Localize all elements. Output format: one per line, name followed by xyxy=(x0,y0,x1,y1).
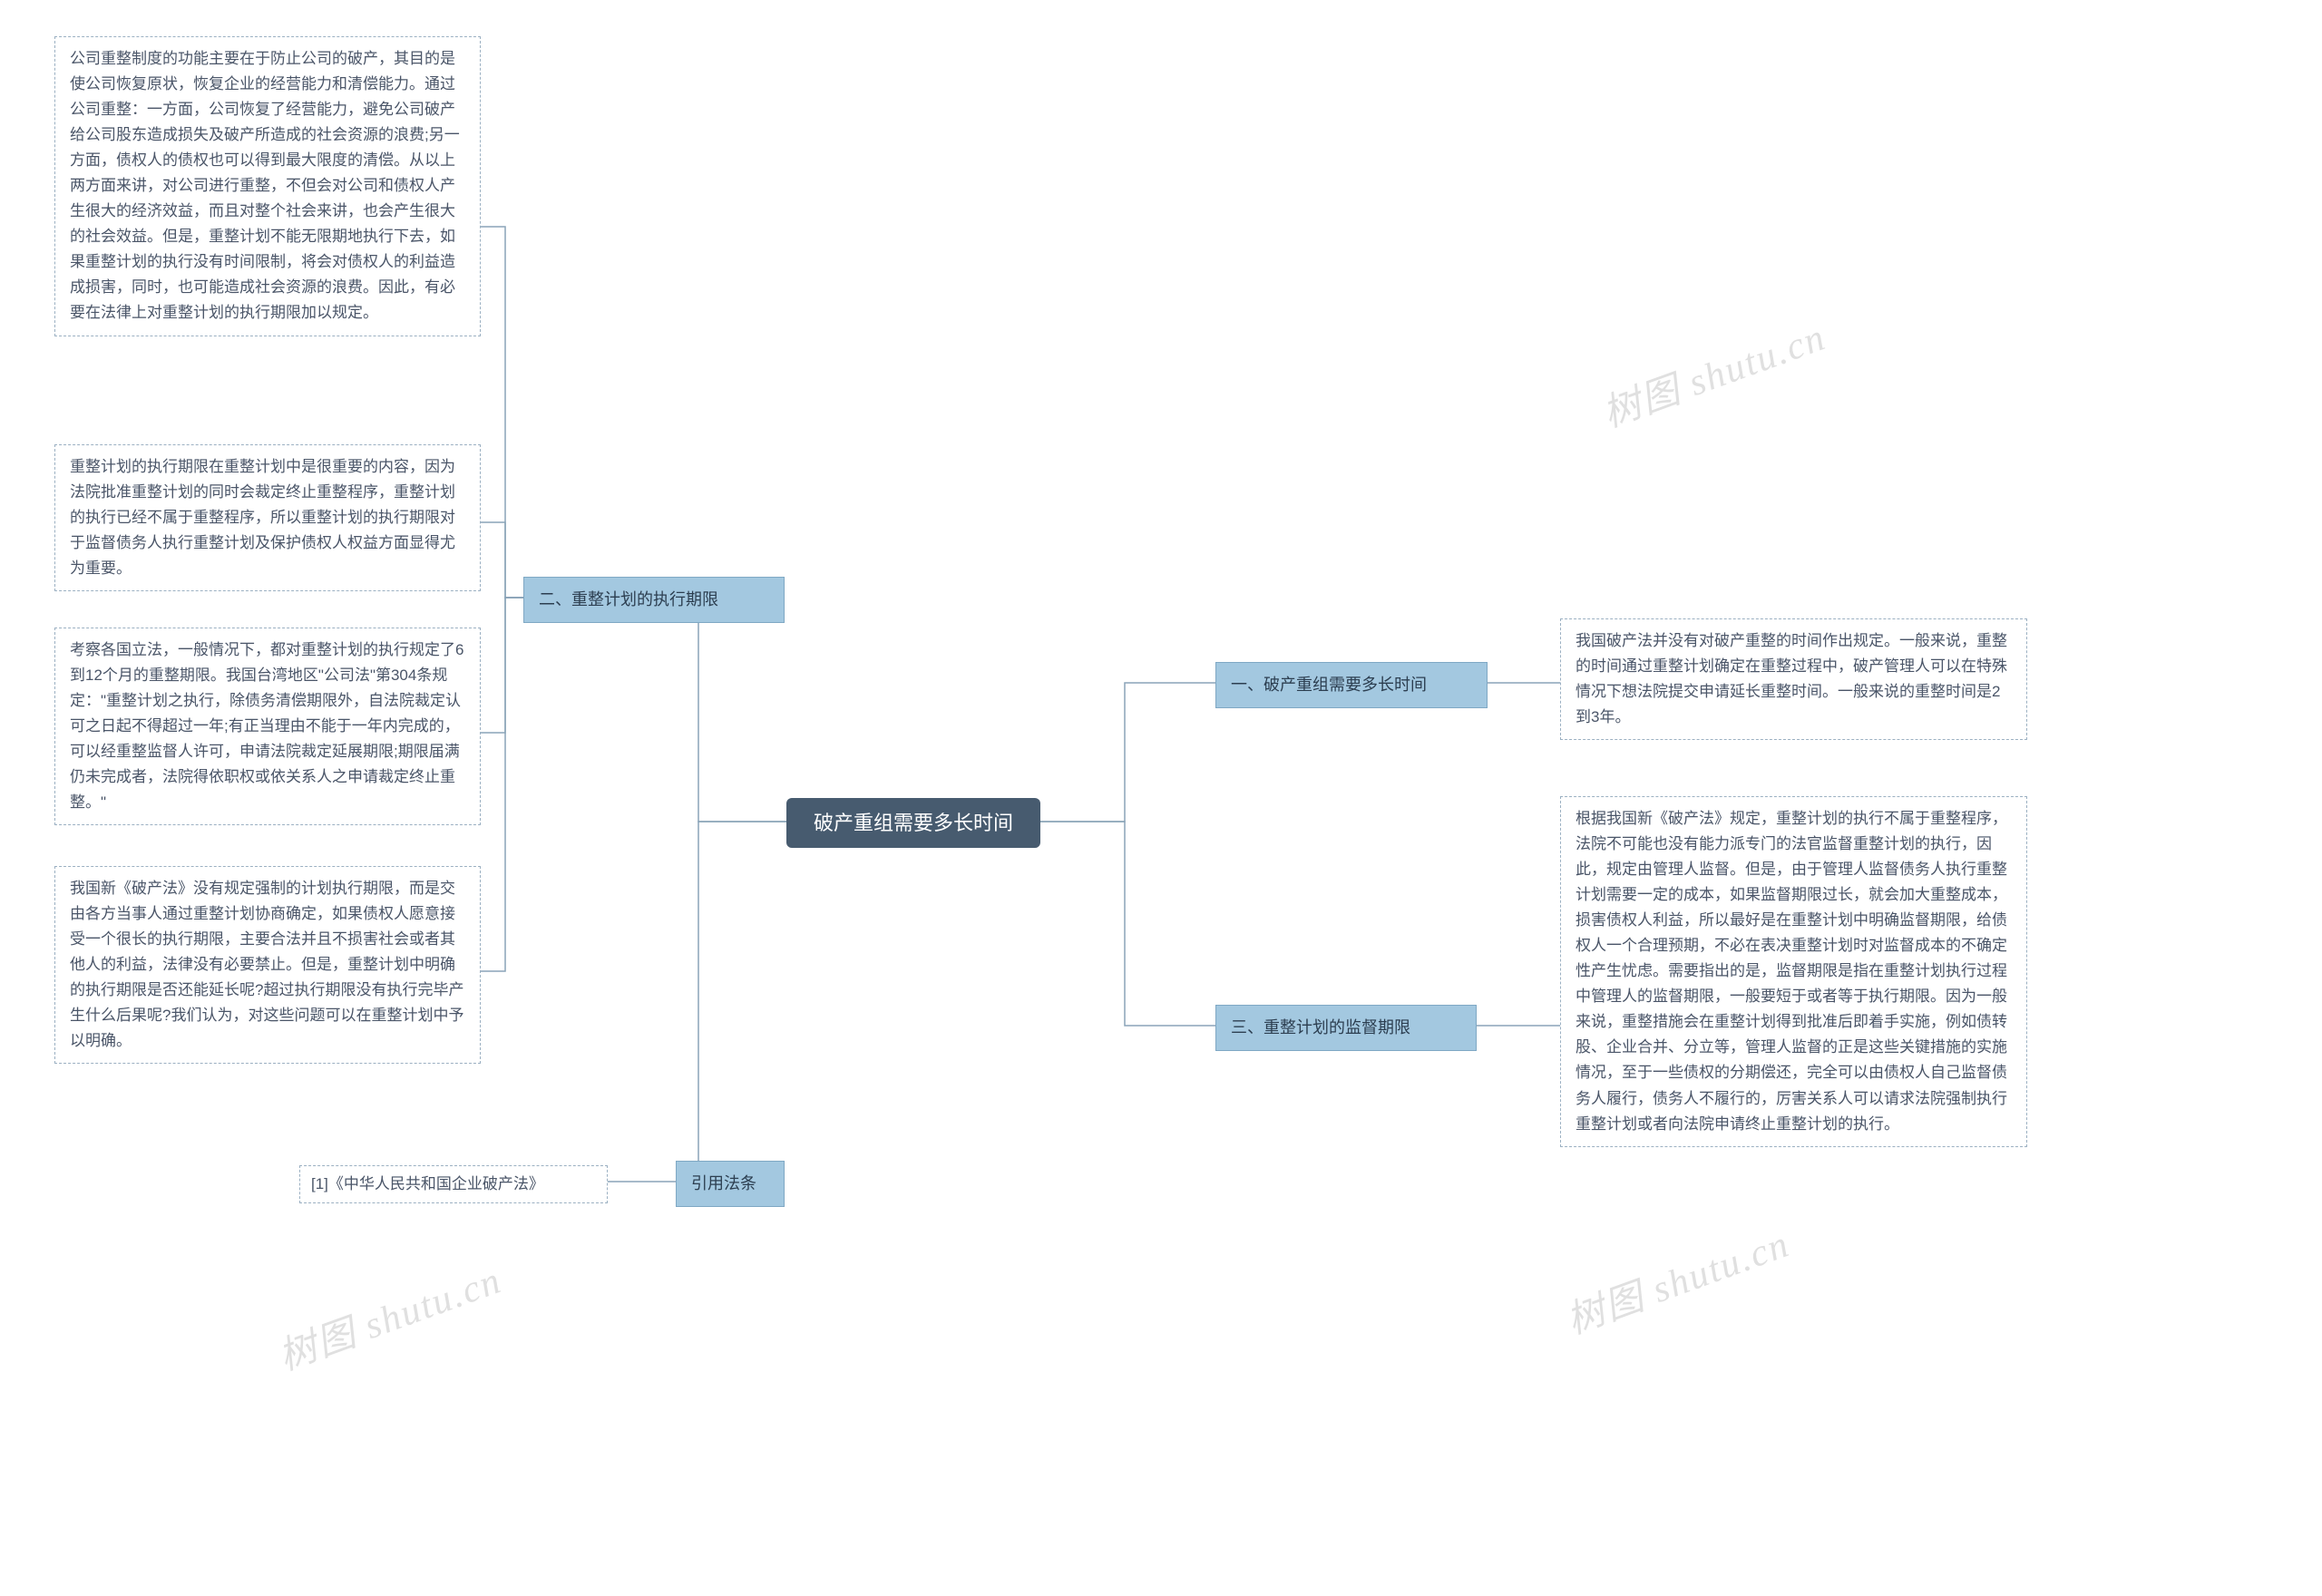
leaf-b1l1: 我国破产法并没有对破产重整的时间作出规定。一般来说，重整的时间通过重整计划确定在… xyxy=(1560,618,2027,740)
leaf-b3l1-text: 根据我国新《破产法》规定，重整计划的执行不属于重整程序，法院不可能也没有能力派专… xyxy=(1576,810,2007,1133)
branch-3: 三、重整计划的监督期限 xyxy=(1215,1005,1477,1051)
watermark: 树图 shutu.cn xyxy=(1594,307,1832,438)
leaf-b2l1: 公司重整制度的功能主要在于防止公司的破产，其目的是使公司恢复原状，恢复企业的经营… xyxy=(54,36,481,336)
watermark: 树图 shutu.cn xyxy=(1557,1213,1796,1345)
watermark: 树图 shutu.cn xyxy=(269,1250,508,1381)
leaf-b2l3-text: 考察各国立法，一般情况下，都对重整计划的执行规定了6到12个月的重整期限。我国台… xyxy=(70,641,463,811)
branch-ref-label: 引用法条 xyxy=(691,1174,756,1192)
leaf-b2l1-text: 公司重整制度的功能主要在于防止公司的破产，其目的是使公司恢复原状，恢复企业的经营… xyxy=(70,50,460,321)
root-label: 破产重组需要多长时间 xyxy=(814,812,1013,834)
leaf-ref: [1]《中华人民共和国企业破产法》 xyxy=(299,1165,608,1203)
branch-2: 二、重整计划的执行期限 xyxy=(523,577,785,623)
leaf-b3l1: 根据我国新《破产法》规定，重整计划的执行不属于重整程序，法院不可能也没有能力派专… xyxy=(1560,796,2027,1147)
leaf-b2l2: 重整计划的执行期限在重整计划中是很重要的内容，因为法院批准重整计划的同时会裁定终… xyxy=(54,444,481,591)
branch-3-label: 三、重整计划的监督期限 xyxy=(1231,1018,1410,1036)
leaf-b2l4: 我国新《破产法》没有规定强制的计划执行期限，而是交由各方当事人通过重整计划协商确… xyxy=(54,866,481,1064)
root-node: 破产重组需要多长时间 xyxy=(786,798,1040,848)
leaf-b1l1-text: 我国破产法并没有对破产重整的时间作出规定。一般来说，重整的时间通过重整计划确定在… xyxy=(1576,632,2007,725)
branch-2-label: 二、重整计划的执行期限 xyxy=(539,590,718,608)
branch-ref: 引用法条 xyxy=(676,1161,785,1207)
leaf-b2l4-text: 我国新《破产法》没有规定强制的计划执行期限，而是交由各方当事人通过重整计划协商确… xyxy=(70,880,463,1049)
branch-1-label: 一、破产重组需要多长时间 xyxy=(1231,676,1427,694)
leaf-b2l3: 考察各国立法，一般情况下，都对重整计划的执行规定了6到12个月的重整期限。我国台… xyxy=(54,628,481,825)
leaf-b2l2-text: 重整计划的执行期限在重整计划中是很重要的内容，因为法院批准重整计划的同时会裁定终… xyxy=(70,458,455,577)
leaf-ref-text: [1]《中华人民共和国企业破产法》 xyxy=(311,1175,544,1192)
branch-1: 一、破产重组需要多长时间 xyxy=(1215,662,1488,708)
